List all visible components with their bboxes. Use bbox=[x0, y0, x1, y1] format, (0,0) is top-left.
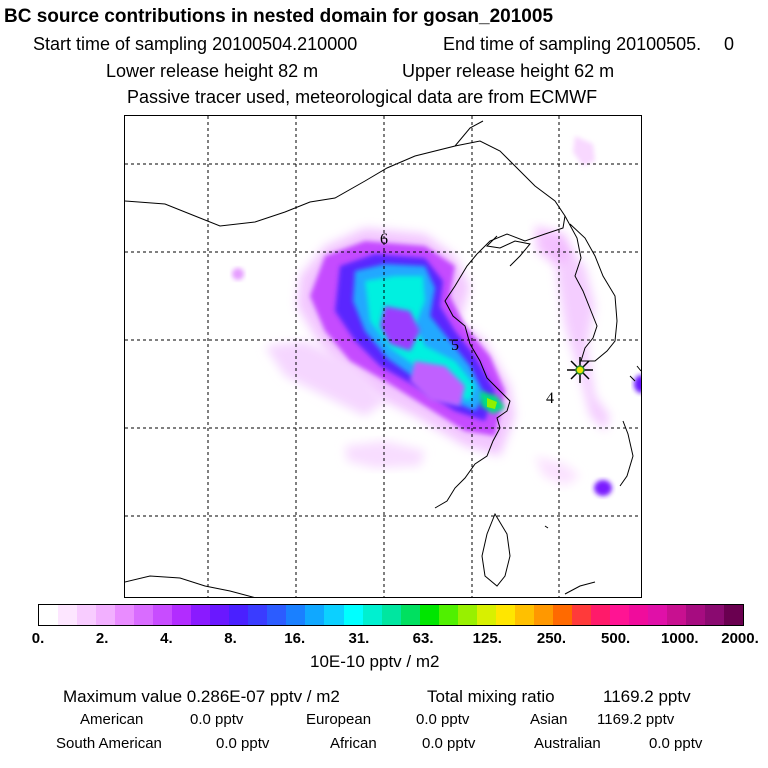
colorbar-swatch bbox=[476, 605, 496, 625]
colorbar-swatch bbox=[267, 605, 287, 625]
region-value: 0.0 pptv bbox=[649, 735, 703, 752]
colorbar-swatch bbox=[134, 605, 154, 625]
colorbar-swatch bbox=[514, 605, 534, 625]
total-mixing-label: Total mixing ratio bbox=[427, 687, 555, 706]
region-value: 1169.2 pptv bbox=[597, 711, 675, 728]
colorbar-swatch bbox=[571, 605, 591, 625]
lat-lon-grid bbox=[125, 116, 641, 597]
upper-release-height: Upper release height 62 m bbox=[402, 61, 615, 81]
colorbar-swatch bbox=[533, 605, 553, 625]
region-name: Australian bbox=[534, 735, 601, 752]
colorbar-tick-label: 0. bbox=[31, 630, 45, 647]
colorbar-tick-label: 4. bbox=[160, 630, 173, 647]
colorbar-swatch bbox=[77, 605, 97, 625]
colorbar-swatch bbox=[457, 605, 477, 625]
colorbar-swatch bbox=[305, 605, 325, 625]
colorbar-swatch bbox=[648, 605, 668, 625]
colorbar-swatch bbox=[324, 605, 344, 625]
contour-label-6: 6 bbox=[380, 231, 388, 248]
colorbar-swatch bbox=[362, 605, 382, 625]
end-time-value: 0 bbox=[724, 34, 735, 54]
end-time-label: End time of sampling 20100505. bbox=[443, 34, 702, 54]
colorbar-swatch bbox=[343, 605, 363, 625]
colorbar-tick-label: 63. bbox=[412, 630, 434, 647]
colorbar-swatch bbox=[609, 605, 629, 625]
colorbar-tick-label: 500. bbox=[601, 630, 631, 647]
colorbar-tick-label: 2000. bbox=[721, 630, 759, 647]
colorbar bbox=[38, 604, 744, 626]
colorbar-swatch bbox=[667, 605, 687, 625]
region-name: African bbox=[330, 735, 377, 752]
colorbar-swatch bbox=[172, 605, 192, 625]
concentration-field bbox=[232, 136, 641, 496]
colorbar-swatch bbox=[115, 605, 135, 625]
colorbar-swatch bbox=[286, 605, 306, 625]
region-value: 0.0 pptv bbox=[422, 735, 476, 752]
colorbar-tick-label: 8. bbox=[224, 630, 237, 647]
colorbar-swatch bbox=[58, 605, 78, 625]
colorbar-swatch bbox=[191, 605, 211, 625]
colorbar-swatch bbox=[552, 605, 572, 625]
region-name: South American bbox=[56, 735, 162, 752]
total-mixing-value: 1169.2 pptv bbox=[603, 687, 691, 706]
colorbar-tick-label: 31. bbox=[348, 630, 370, 647]
colorbar-swatch bbox=[419, 605, 439, 625]
lower-release-height: Lower release height 82 m bbox=[106, 61, 319, 81]
region-name: Asian bbox=[530, 711, 568, 728]
colorbar-swatch bbox=[229, 605, 249, 625]
region-value: 0.0 pptv bbox=[190, 711, 244, 728]
colorbar-tick-label: 2. bbox=[95, 630, 109, 647]
colorbar-swatch bbox=[248, 605, 268, 625]
region-name: American bbox=[80, 711, 144, 728]
colorbar-swatch bbox=[686, 605, 706, 625]
colorbar-swatch bbox=[96, 605, 116, 625]
colorbar-swatch bbox=[705, 605, 725, 625]
contour-label-4: 4 bbox=[546, 390, 554, 407]
start-time-label: Start time of sampling 20100504.210000 bbox=[33, 34, 358, 54]
colorbar-swatch bbox=[438, 605, 458, 625]
plot-title: BC source contributions in nested domain… bbox=[4, 6, 554, 27]
colorbar-swatch bbox=[590, 605, 610, 625]
contour-label-5: 5 bbox=[451, 337, 459, 354]
colorbar-swatch bbox=[628, 605, 648, 625]
map-panel: 6 5 4 bbox=[124, 115, 642, 598]
map-svg: 6 5 4 bbox=[125, 116, 641, 597]
colorbar-tick-label: 16. bbox=[284, 630, 306, 647]
region-value: 0.0 pptv bbox=[416, 711, 470, 728]
colorbar-swatch bbox=[39, 605, 59, 625]
receptor-star-icon bbox=[567, 357, 593, 383]
region-name: European bbox=[306, 711, 372, 728]
colorbar-swatch bbox=[153, 605, 173, 625]
colorbar-tick-label: 125. bbox=[472, 630, 502, 647]
colorbar-units: 10E-10 pptv / m2 bbox=[310, 652, 440, 671]
colorbar-tick-label: 250. bbox=[536, 630, 567, 647]
colorbar-swatch bbox=[495, 605, 515, 625]
colorbar-swatch bbox=[210, 605, 230, 625]
region-value: 0.0 pptv bbox=[216, 735, 270, 752]
colorbar-tick-label: 1000. bbox=[661, 630, 699, 647]
colorbar-swatch bbox=[381, 605, 401, 625]
tracer-note: Passive tracer used, meteorological data… bbox=[127, 87, 598, 107]
colorbar-swatch bbox=[400, 605, 420, 625]
colorbar-swatch bbox=[724, 605, 744, 625]
max-value-label: Maximum value 0.286E-07 pptv / m2 bbox=[63, 687, 340, 706]
